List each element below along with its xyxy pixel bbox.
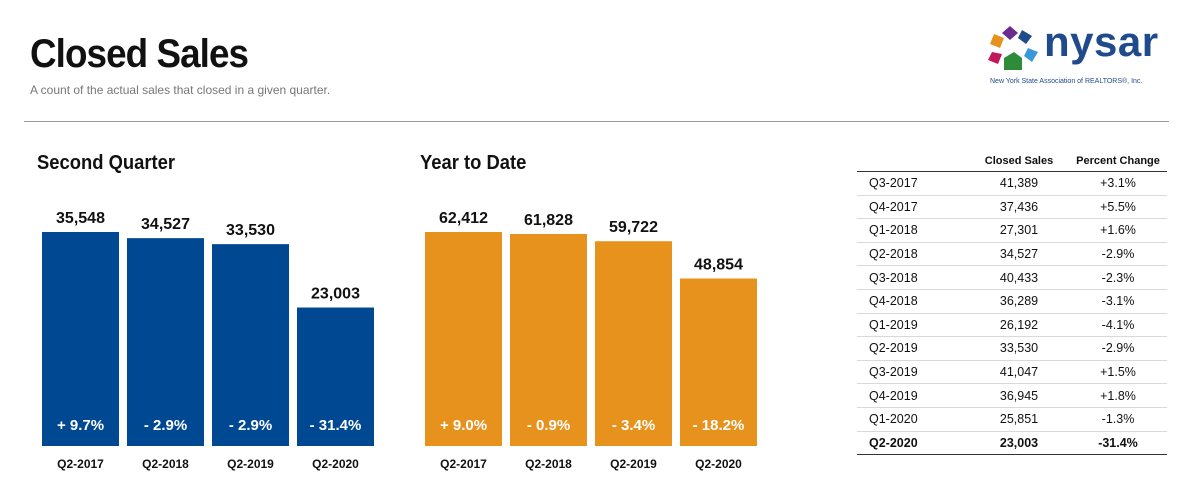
bar	[425, 232, 502, 446]
x-tick-label: Q2-2018	[142, 457, 189, 471]
nysar-logo: nysar New York State Association of REAL…	[986, 18, 1176, 94]
table-cell-quarter: Q2-2020	[857, 430, 969, 456]
bar-change-label: - 2.9%	[229, 417, 272, 434]
table-cell-quarter: Q2-2018	[857, 241, 969, 266]
table-cell-closed-sales: 36,945	[969, 383, 1069, 408]
chart-title-year-to-date: Year to Date	[420, 152, 527, 174]
table-row: Q2-2019 33,530 -2.9%	[857, 336, 1167, 361]
chart-title-second-quarter: Second Quarter	[37, 152, 176, 174]
bar-value-label: 35,548	[56, 210, 105, 227]
table-cell-quarter: Q3-2017	[857, 171, 969, 196]
bar	[127, 238, 204, 446]
table-cell-percent-change: -31.4%	[1069, 430, 1167, 456]
table-row: Q4-2019 36,945 +1.8%	[857, 383, 1167, 408]
x-tick-label: Q2-2017	[440, 457, 487, 471]
table-cell-percent-change: -2.9%	[1069, 336, 1167, 361]
x-tick-label: Q2-2020	[312, 457, 359, 471]
table-cell-closed-sales: 25,851	[969, 406, 1069, 432]
houses-logo-icon	[988, 26, 1038, 70]
bar-value-label: 62,412	[439, 210, 488, 227]
header-divider	[24, 121, 1169, 122]
quarterly-sales-table: Closed Sales Percent Change Q3-2017 41,38…	[857, 152, 1167, 456]
table-cell-quarter: Q4-2018	[857, 288, 969, 314]
table-cell-quarter: Q4-2019	[857, 383, 969, 408]
bar-value-label: 33,530	[226, 222, 275, 239]
table-cell-percent-change: -1.3%	[1069, 406, 1167, 432]
table-cell-closed-sales: 36,289	[969, 288, 1069, 314]
table-cell-closed-sales: 23,003	[969, 430, 1069, 456]
table-cell-percent-change: +5.5%	[1069, 194, 1167, 219]
table-cell-quarter: Q1-2020	[857, 406, 969, 432]
year-to-date-bar-chart: 62,412 + 9.0% Q2-2017 61,828 - 0.9% Q2-2018 59…	[425, 210, 757, 471]
table-cell-quarter: Q3-2019	[857, 359, 969, 384]
table-row: Q1-2020 25,851 -1.3%	[857, 406, 1167, 432]
bar-change-label: + 9.0%	[440, 417, 487, 434]
table-cell-closed-sales: 41,047	[969, 359, 1069, 384]
bar	[510, 234, 587, 446]
table-cell-closed-sales: 40,433	[969, 265, 1069, 290]
table-cell-percent-change: -3.1%	[1069, 288, 1167, 314]
table-row: Q1-2018 27,301 +1.6%	[857, 218, 1167, 243]
table-cell-percent-change: +3.1%	[1069, 171, 1167, 196]
table-row: Q3-2018 40,433 -2.3%	[857, 265, 1167, 290]
table-cell-quarter: Q1-2019	[857, 312, 969, 337]
table-header-quarter	[857, 152, 969, 172]
bar-change-label: - 18.2%	[693, 417, 745, 434]
table-cell-percent-change: +1.6%	[1069, 218, 1167, 243]
bar-value-label: 23,003	[311, 286, 360, 303]
bar-value-label: 59,722	[609, 219, 658, 236]
page-subtitle: A count of the actual sales that closed …	[30, 83, 331, 97]
table-cell-closed-sales: 37,436	[969, 194, 1069, 219]
table-header-closed-sales: Closed Sales	[984, 155, 1054, 167]
table-row: Q3-2017 41,389 +3.1%	[857, 171, 1167, 196]
table-cell-closed-sales: 27,301	[969, 218, 1069, 243]
table-row: Q1-2019 26,192 -4.1%	[857, 312, 1167, 337]
logo-wordmark: nysar	[1044, 18, 1159, 65]
table-row: Q4-2017 37,436 +5.5%	[857, 194, 1167, 219]
bar-value-label: 48,854	[694, 256, 743, 273]
table-cell-percent-change: +1.8%	[1069, 383, 1167, 408]
bar-value-label: 34,527	[141, 216, 190, 233]
table-cell-closed-sales: 33,530	[969, 336, 1069, 361]
x-tick-label: Q2-2018	[525, 457, 572, 471]
bar-change-label: - 3.4%	[612, 417, 655, 434]
bar	[42, 232, 119, 446]
bar-change-label: - 0.9%	[527, 417, 570, 434]
table-row: Q2-2018 34,527 -2.9%	[857, 241, 1167, 266]
logo-tagline: New York State Association of REALTORS®,…	[990, 78, 1143, 85]
table-row: Q2-2020 23,003 -31.4%	[857, 430, 1167, 456]
table-header-percent-change: Percent Change	[1076, 155, 1160, 167]
table-cell-quarter: Q1-2018	[857, 218, 969, 243]
bar-change-label: + 9.7%	[57, 417, 104, 434]
bar-change-label: - 2.9%	[144, 417, 187, 434]
table-cell-closed-sales: 41,389	[969, 171, 1069, 196]
second-quarter-bar-chart: 35,548 + 9.7% Q2-2017 34,527 - 2.9% Q2-2018 33…	[42, 210, 374, 471]
x-tick-label: Q2-2019	[227, 457, 274, 471]
x-tick-label: Q2-2017	[57, 457, 104, 471]
table-cell-quarter: Q3-2018	[857, 265, 969, 290]
table-cell-percent-change: -2.3%	[1069, 265, 1167, 290]
x-tick-label: Q2-2020	[695, 457, 742, 471]
bar-change-label: - 31.4%	[310, 417, 362, 434]
bar	[680, 278, 757, 446]
table-cell-closed-sales: 26,192	[969, 312, 1069, 337]
x-tick-label: Q2-2019	[610, 457, 657, 471]
bar	[212, 244, 289, 446]
table-row: Q3-2019 41,047 +1.5%	[857, 359, 1167, 384]
table-cell-percent-change: -4.1%	[1069, 312, 1167, 337]
table-cell-quarter: Q4-2017	[857, 194, 969, 219]
page-title: Closed Sales	[30, 32, 249, 76]
table-row: Q4-2018 36,289 -3.1%	[857, 288, 1167, 314]
table-cell-percent-change: -2.9%	[1069, 241, 1167, 266]
bar	[595, 241, 672, 446]
bar-value-label: 61,828	[524, 212, 573, 229]
table-cell-quarter: Q2-2019	[857, 336, 969, 361]
bar	[297, 307, 374, 446]
table-cell-percent-change: +1.5%	[1069, 359, 1167, 384]
table-header-row: Closed Sales Percent Change	[857, 152, 1167, 172]
table-cell-closed-sales: 34,527	[969, 241, 1069, 266]
